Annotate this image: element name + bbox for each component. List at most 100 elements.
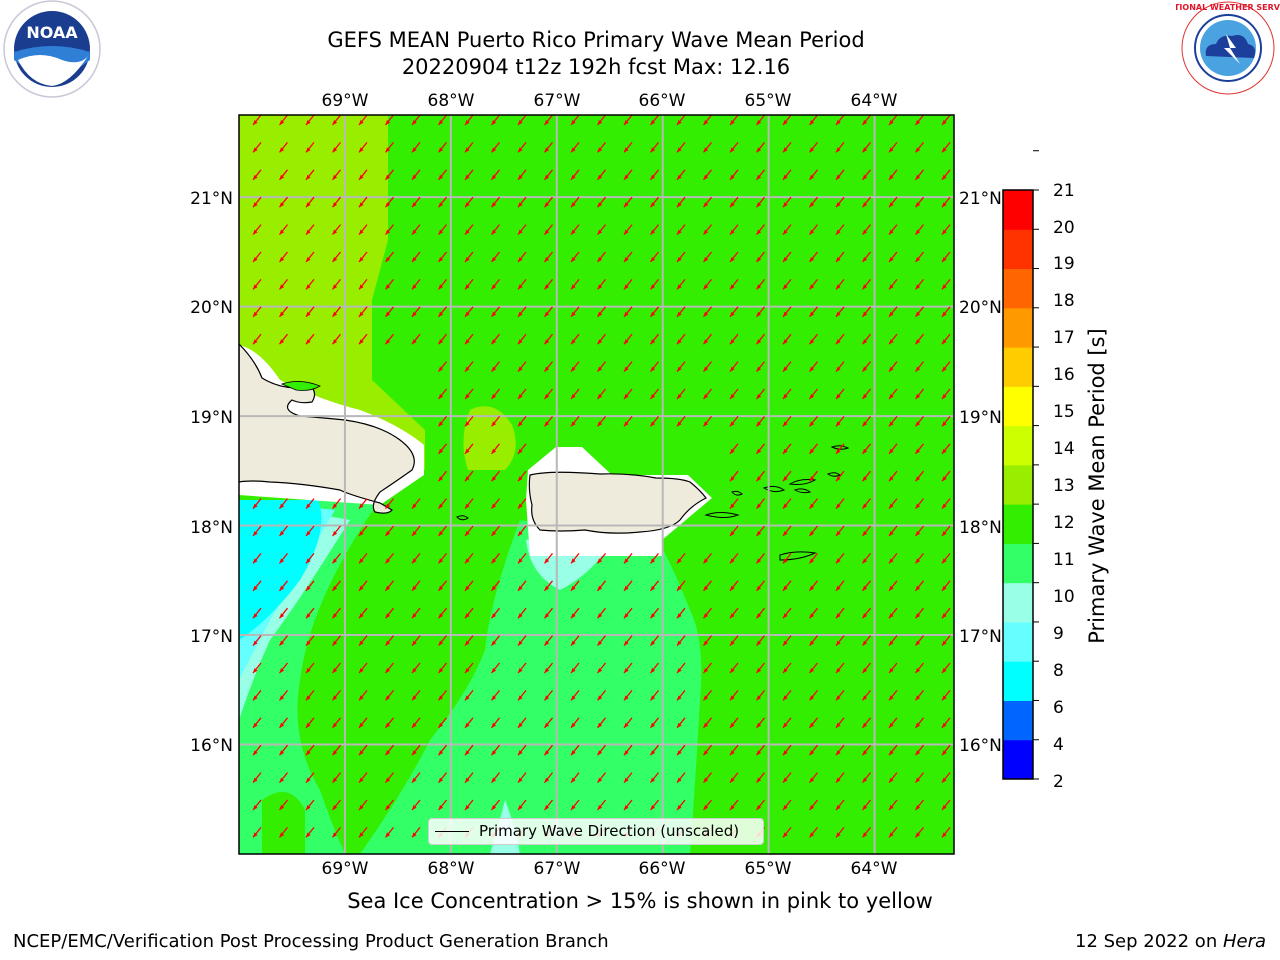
wave-arrow bbox=[464, 498, 474, 510]
wave-arrow bbox=[596, 552, 607, 564]
wave-arrow bbox=[384, 744, 395, 756]
wave-arrow bbox=[358, 141, 368, 153]
lat-labels-right: 21°N 20°N 19°N 18°N 17°N 16°N bbox=[959, 189, 1002, 756]
wave-arrow bbox=[543, 662, 554, 674]
wave-arrow bbox=[517, 662, 527, 674]
wave-arrow bbox=[755, 772, 766, 784]
lat-label-right: 16°N bbox=[959, 736, 1002, 756]
lat-label-left: 20°N bbox=[190, 298, 233, 318]
wave-arrow bbox=[278, 333, 289, 345]
wave-arrow bbox=[649, 607, 660, 619]
wave-arrow bbox=[835, 415, 845, 427]
wave-arrow bbox=[278, 607, 289, 619]
wave-arrow bbox=[543, 115, 554, 126]
wave-arrow bbox=[252, 224, 262, 236]
wave-arrow bbox=[941, 415, 951, 427]
wave-arrow bbox=[941, 635, 951, 647]
wave-arrow bbox=[490, 552, 501, 564]
noaa-logo: NOAA bbox=[3, 0, 101, 98]
wave-arrow bbox=[490, 635, 501, 647]
wave-arrow bbox=[729, 333, 739, 345]
wave-arrow bbox=[411, 169, 421, 181]
wave-arrow bbox=[490, 662, 501, 674]
wave-arrow bbox=[570, 607, 580, 619]
wave-arrow bbox=[702, 224, 713, 236]
wave-arrow bbox=[437, 224, 448, 236]
wave-arrow bbox=[517, 498, 527, 510]
wave-arrow bbox=[861, 635, 872, 647]
wave-arrow bbox=[464, 799, 474, 811]
colorbar-tick-label: 13 bbox=[1053, 476, 1075, 496]
wave-arrow bbox=[861, 799, 872, 811]
wave-arrow bbox=[888, 306, 898, 318]
wave-arrow bbox=[888, 772, 898, 784]
wave-arrow bbox=[490, 115, 501, 126]
wave-arrow bbox=[464, 141, 474, 153]
wave-arrow bbox=[517, 525, 527, 537]
wave-arrow bbox=[914, 607, 925, 619]
wave-arrow bbox=[888, 361, 898, 373]
wave-arrow bbox=[464, 333, 474, 345]
wave-arrow bbox=[411, 224, 421, 236]
wave-arrow bbox=[649, 689, 660, 701]
wave-arrow bbox=[570, 388, 580, 400]
wave-arrow bbox=[888, 552, 898, 564]
footer-date-text: 12 Sep 2022 on bbox=[1075, 931, 1223, 952]
wave-arrow bbox=[305, 333, 315, 345]
wave-arrow bbox=[384, 333, 395, 345]
wave-arrow bbox=[305, 224, 315, 236]
wave-arrow bbox=[861, 826, 872, 838]
wave-arrow bbox=[623, 361, 633, 373]
wave-arrow bbox=[384, 169, 395, 181]
wave-arrow bbox=[649, 278, 660, 290]
wave-arrow bbox=[941, 552, 951, 564]
footer-credit: NCEP/EMC/Verification Post Processing Pr… bbox=[13, 931, 609, 952]
colorbar-tick-label: 20 bbox=[1053, 218, 1075, 238]
wave-arrow bbox=[623, 141, 633, 153]
wave-arrow bbox=[570, 772, 580, 784]
wave-arrow bbox=[941, 772, 951, 784]
wave-arrow bbox=[861, 662, 872, 674]
wave-arrow bbox=[384, 196, 395, 208]
wave-arrow bbox=[570, 115, 580, 126]
wave-arrow bbox=[623, 607, 633, 619]
wave-arrow bbox=[702, 278, 713, 290]
wave-arrow bbox=[755, 717, 766, 729]
wave-arrow bbox=[543, 580, 554, 592]
wave-arrow bbox=[702, 744, 713, 756]
wave-arrow bbox=[464, 415, 474, 427]
wave-arrow bbox=[252, 662, 262, 674]
wave-arrow bbox=[543, 361, 554, 373]
wave-arrow bbox=[861, 552, 872, 564]
wave-arrow bbox=[861, 744, 872, 756]
wave-arrow bbox=[861, 388, 872, 400]
wave-arrow bbox=[702, 388, 713, 400]
wave-arrow bbox=[278, 278, 289, 290]
wave-arrow bbox=[570, 333, 580, 345]
wave-arrow bbox=[358, 799, 368, 811]
wave-arrow bbox=[914, 141, 925, 153]
wave-arrow bbox=[702, 689, 713, 701]
wave-arrow bbox=[782, 251, 792, 263]
wave-arrow bbox=[252, 278, 262, 290]
wave-arrow bbox=[702, 306, 713, 318]
wave-arrow bbox=[464, 580, 474, 592]
wave-arrow bbox=[676, 662, 686, 674]
wave-arrow bbox=[782, 635, 792, 647]
wave-arrow bbox=[543, 333, 554, 345]
wave-arrow bbox=[464, 196, 474, 208]
wave-arrow bbox=[835, 799, 845, 811]
wave-arrow bbox=[808, 115, 819, 126]
wave-arrow bbox=[278, 744, 289, 756]
wave-arrow bbox=[543, 306, 554, 318]
wave-arrow bbox=[888, 826, 898, 838]
wave-arrow bbox=[464, 635, 474, 647]
wave-arrow bbox=[782, 744, 792, 756]
wave-arrow bbox=[543, 196, 554, 208]
wave-arrow bbox=[623, 772, 633, 784]
wave-arrow bbox=[835, 470, 845, 482]
wave-arrow bbox=[384, 689, 395, 701]
wave-arrow bbox=[914, 525, 925, 537]
wave-arrow bbox=[835, 333, 845, 345]
